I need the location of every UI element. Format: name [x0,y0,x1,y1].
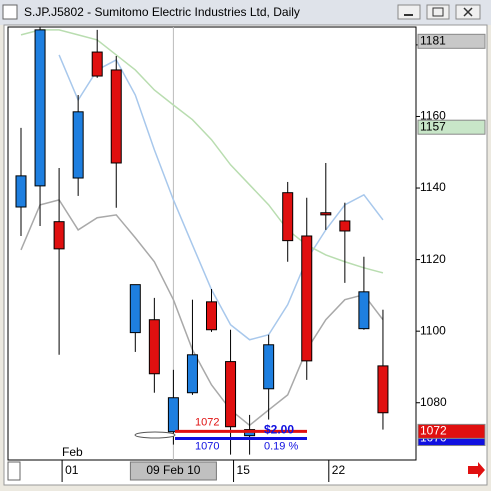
candle-body [167,397,179,433]
x-tick-label: 15 [237,463,251,477]
price-marker-label: 1181 [420,33,446,47]
x-tick-label: 01 [65,463,79,477]
price-marker-label: 1157 [420,119,446,133]
candle-body [15,175,27,208]
moving-average-line [20,29,384,274]
y-tick-label: 1120 [420,252,446,266]
buy-label: 1070 [195,440,219,452]
y-tick-label: 1140 [420,180,446,194]
profit-label: $2.00 [264,423,294,437]
x-tick-label: 22 [332,463,346,477]
x-tick-label: 09 Feb 10 [146,463,200,477]
candle-body [301,235,313,362]
y-tick-label: 1160 [420,109,446,123]
y-tick-label: 1080 [420,395,447,409]
maximize-button[interactable] [426,4,450,20]
candle-body [110,69,122,164]
candle-body [282,192,294,242]
candle-body [53,221,65,250]
window-title: S.JP.J5802 - Sumitomo Electric Industrie… [24,5,300,19]
candle-body [377,365,389,414]
candle-body [206,301,217,331]
moving-average-line [58,54,384,341]
candle-body [339,220,351,232]
candle-body [129,284,141,334]
month-label: Feb [62,445,83,459]
y-tick-label: 1100 [420,323,446,337]
plot-area [7,26,417,461]
moving-average-line [20,198,384,427]
percent-label: 0.19 % [264,440,298,452]
scroll-right-arrow[interactable] [468,462,485,478]
price-marker-label: 1072 [420,424,447,438]
plot-layer [15,27,389,460]
candle-body [72,111,84,179]
candle-body [358,291,370,330]
price-marker [417,423,486,439]
position-pointer [134,431,176,439]
candle-body [91,51,103,77]
scroll-box[interactable] [7,461,21,481]
highlighted-date-box [129,461,217,481]
candle-body [148,319,160,375]
sell-label: 1072 [195,416,219,428]
minimize-button[interactable] [397,4,421,20]
price-marker [417,33,486,49]
candle-body [186,354,198,394]
candle-body [34,29,46,187]
candle-body [225,361,237,428]
candle-body [320,212,332,216]
price-marker [417,119,486,135]
window-icon[interactable] [2,4,18,20]
candle-body [263,344,275,390]
